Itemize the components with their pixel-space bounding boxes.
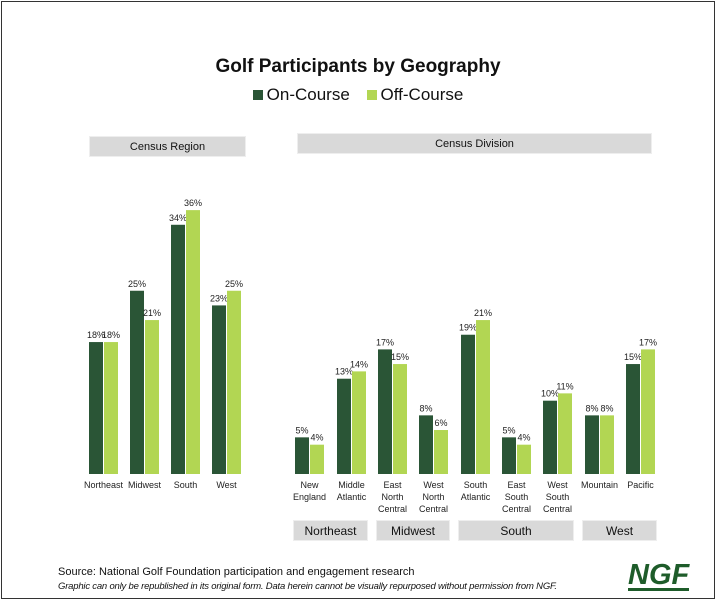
bar-on-course — [171, 224, 185, 474]
bar-on-course — [585, 415, 599, 474]
bar-off-course — [393, 364, 407, 474]
legend: On-Course Off-Course — [0, 85, 716, 105]
data-label: 6% — [434, 418, 447, 428]
bar-off-course — [104, 342, 118, 474]
region-box-west: West — [582, 520, 657, 541]
category-label: Central — [543, 504, 572, 514]
category-label: Mountain — [581, 480, 618, 490]
category-label: Central — [419, 504, 448, 514]
region-box-midwest: Midwest — [376, 520, 450, 541]
data-label: 34% — [169, 213, 187, 223]
bar-on-course — [626, 364, 640, 474]
category-label: South — [546, 492, 570, 502]
bar-off-course — [227, 290, 241, 474]
category-label: South — [505, 492, 529, 502]
data-label: 15% — [391, 352, 409, 362]
bar-on-course — [337, 378, 351, 474]
category-label: Central — [378, 504, 407, 514]
category-label: Atlantic — [461, 492, 491, 502]
data-label: 13% — [335, 367, 353, 377]
bar-on-course — [130, 290, 144, 474]
data-label: 11% — [556, 381, 573, 391]
category-label: Northeast — [84, 480, 124, 490]
bar-on-course — [89, 342, 103, 474]
category-label: West — [423, 480, 444, 490]
category-label: Atlantic — [337, 492, 367, 502]
category-label: West — [216, 480, 237, 490]
category-label: North — [422, 492, 444, 502]
data-label: 36% — [184, 198, 202, 208]
chart-title: Golf Participants by Geography — [215, 56, 501, 77]
source-text: Source: National Golf Foundation partici… — [58, 566, 415, 578]
bar-off-course — [517, 444, 531, 474]
category-label: Midwest — [128, 480, 162, 490]
category-label: North — [381, 492, 403, 502]
bar-on-course — [295, 437, 309, 474]
category-label: East — [507, 480, 526, 490]
category-label: Middle — [338, 480, 365, 490]
region-box-south: South — [458, 520, 574, 541]
bar-off-course — [352, 371, 366, 474]
data-label: 21% — [474, 308, 492, 318]
data-label: 25% — [128, 279, 146, 289]
bar-on-course — [212, 305, 226, 474]
data-label: 8% — [585, 403, 598, 413]
bar-off-course — [434, 430, 448, 474]
data-label: 25% — [225, 279, 243, 289]
data-label: 17% — [376, 337, 394, 347]
category-label: East — [383, 480, 402, 490]
legend-label: Off-Course — [380, 85, 464, 104]
bar-off-course — [476, 320, 490, 474]
data-label: 14% — [350, 359, 368, 369]
data-label: 17% — [639, 337, 657, 347]
bar-off-course — [600, 415, 614, 474]
legend-on-course: On-Course — [252, 85, 350, 104]
region-box-northeast: Northeast — [293, 520, 368, 541]
bar-off-course — [641, 349, 655, 474]
category-label: South — [464, 480, 488, 490]
bar-on-course — [502, 437, 516, 474]
data-label: 18% — [102, 330, 120, 340]
bar-on-course — [378, 349, 392, 474]
category-label: Pacific — [627, 480, 654, 490]
data-label: 19% — [459, 323, 477, 333]
bar-on-course — [419, 415, 433, 474]
data-label: 5% — [502, 425, 515, 435]
bar-off-course — [145, 320, 159, 474]
bar-off-course — [558, 393, 572, 474]
data-label: 23% — [210, 293, 228, 303]
legend-swatch-on-course — [252, 90, 263, 100]
category-label: South — [174, 480, 198, 490]
bar-on-course — [461, 334, 475, 474]
legend-swatch-off-course — [366, 90, 377, 100]
data-label: 8% — [600, 403, 613, 413]
bar-off-course — [186, 210, 200, 474]
data-label: 4% — [310, 433, 323, 443]
legend-off-course: Off-Course — [366, 85, 464, 104]
panel-census-division: Census Division — [297, 133, 652, 154]
data-label: 4% — [517, 433, 530, 443]
data-label: 8% — [419, 403, 432, 413]
disclaimer-text: Graphic can only be republished in its o… — [58, 581, 557, 592]
data-label: 10% — [541, 389, 559, 399]
data-label: 21% — [143, 308, 161, 318]
category-label: New — [300, 480, 319, 490]
category-label: West — [547, 480, 568, 490]
panel-census-region: Census Region — [89, 136, 246, 157]
bar-off-course — [310, 444, 324, 474]
data-label: 15% — [624, 352, 642, 362]
data-label: 18% — [87, 330, 105, 340]
bar-on-course — [543, 400, 557, 474]
data-label: 5% — [295, 425, 308, 435]
legend-label: On-Course — [266, 85, 350, 104]
category-label: Central — [502, 504, 531, 514]
ngf-logo: NGF — [628, 559, 690, 591]
category-label: England — [293, 492, 326, 502]
